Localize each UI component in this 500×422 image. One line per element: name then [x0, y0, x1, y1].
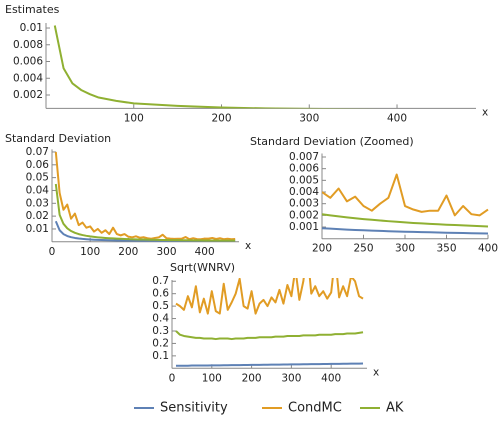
legend-text: AK — [386, 401, 404, 416]
x-tick-label: 400 — [321, 372, 341, 384]
series-line — [175, 330, 364, 341]
y-tick-label: 0.01 — [26, 223, 49, 235]
series-line — [322, 213, 489, 228]
series-line — [322, 227, 489, 235]
y-tick-label: 0.004 — [289, 186, 319, 198]
x-tick-label: 300 — [281, 372, 301, 384]
x-tick-label: 400 — [387, 112, 407, 124]
x-tick-label: 350 — [436, 243, 456, 255]
x-tick-label: 0 — [49, 246, 56, 258]
x-tick-label: 400 — [478, 243, 498, 255]
y-tick-label: 0.5 — [152, 300, 169, 312]
y-tick-label: 0.3 — [152, 325, 169, 337]
y-tick-label: 0.007 — [289, 151, 319, 163]
series-line — [54, 151, 236, 241]
y-tick-label: 0.003 — [289, 198, 319, 210]
series-line — [175, 278, 364, 315]
y-tick-label: 0.008 — [13, 39, 43, 51]
y-tick-label: 0.001 — [289, 221, 319, 233]
chart-title: Standard Deviation — [5, 132, 111, 145]
series-line — [322, 173, 489, 217]
y-tick-label: 0.7 — [152, 275, 169, 287]
y-tick-label: 0.4 — [152, 313, 169, 325]
x-tick-label: 200 — [242, 372, 262, 384]
x-tick-label: 100 — [80, 246, 100, 258]
y-tick-label: 0.03 — [26, 197, 49, 209]
x-axis-label: x — [373, 366, 379, 378]
y-tick-label: 0.005 — [289, 174, 319, 186]
legend-text: CondMC — [288, 401, 342, 416]
y-tick-label: 0.04 — [26, 184, 50, 196]
y-tick-label: 0.004 — [13, 72, 43, 84]
series-line — [53, 25, 375, 109]
x-tick-label: 250 — [353, 243, 373, 255]
x-tick-label: 100 — [124, 112, 144, 124]
y-tick-label: 0.07 — [26, 146, 49, 158]
y-tick-label: 0.1 — [152, 350, 169, 362]
y-tick-label: 0.006 — [289, 163, 319, 175]
y-tick-label: 0.02 — [26, 210, 49, 222]
x-axis-label: x — [482, 106, 488, 118]
x-tick-label: 300 — [395, 243, 415, 255]
x-tick-label: 300 — [156, 246, 176, 258]
y-tick-label: 0.002 — [13, 89, 43, 101]
chart-title: Standard Deviation (Zoomed) — [250, 135, 414, 148]
x-tick-label: 100 — [202, 372, 222, 384]
chart-title: Sqrt(WNRV) — [170, 261, 235, 274]
y-tick-label: 0.002 — [289, 209, 319, 221]
x-tick-label: 200 — [211, 112, 231, 124]
chart-title: Estimates — [5, 3, 60, 16]
series-line — [54, 183, 236, 242]
y-tick-label: 0.2 — [152, 337, 169, 349]
x-tick-label: 300 — [299, 112, 319, 124]
y-tick-label: 0.01 — [20, 22, 43, 34]
y-tick-label: 0.05 — [26, 172, 49, 184]
x-tick-label: 200 — [312, 243, 332, 255]
x-tick-label: 200 — [118, 246, 138, 258]
y-tick-label: 0.006 — [13, 56, 43, 68]
y-tick-label: 0.06 — [26, 159, 50, 171]
x-axis-label: x — [245, 240, 251, 252]
x-tick-label: 0 — [169, 372, 176, 384]
y-tick-label: 0.6 — [152, 288, 169, 300]
x-tick-label: 400 — [195, 246, 215, 258]
legend-text: Sensitivity — [160, 401, 228, 416]
series-line — [175, 362, 364, 367]
